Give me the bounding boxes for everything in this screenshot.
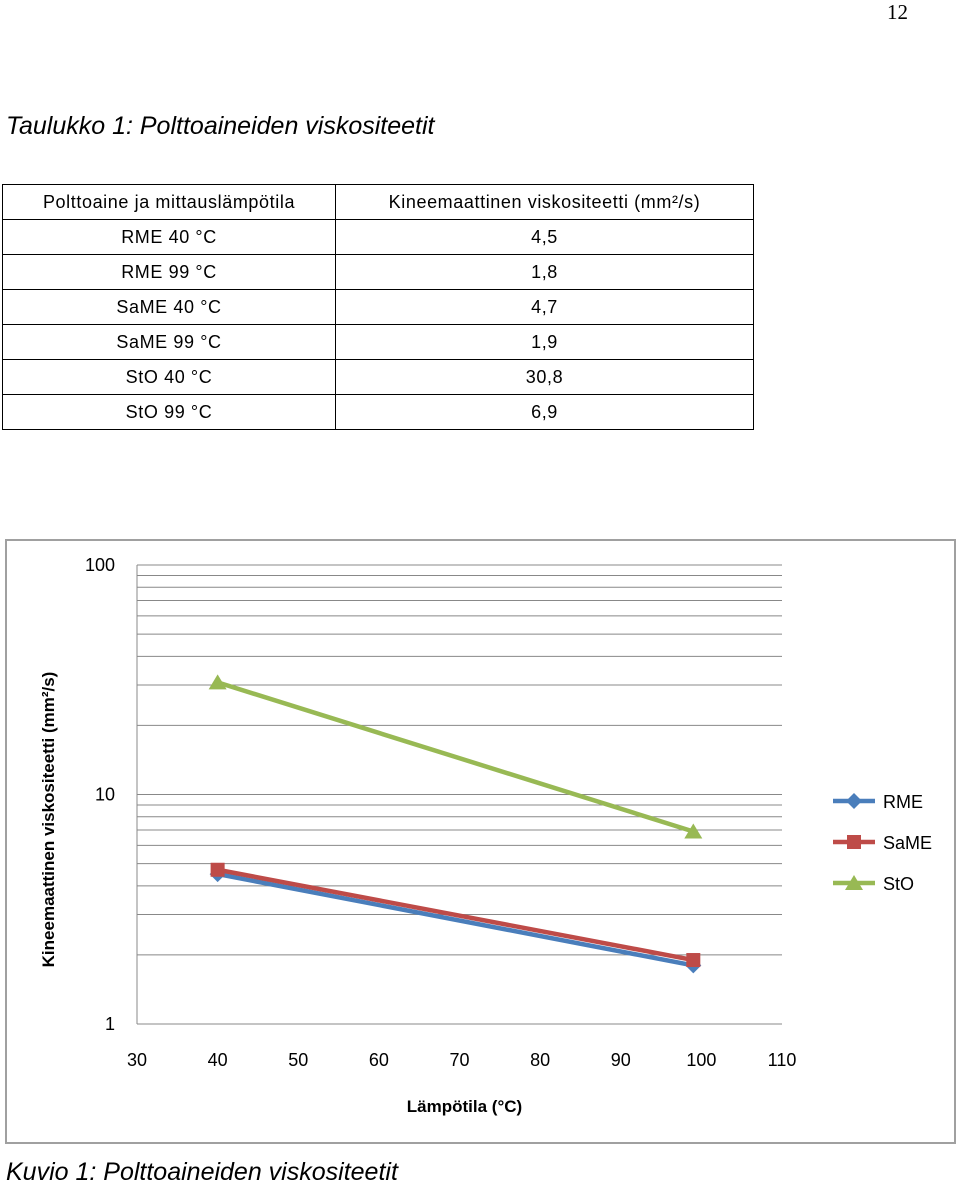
table-header-row: Polttoaine ja mittauslämpötila Kineemaat… bbox=[2, 184, 754, 220]
table-row: SaME 99 °C 1,9 bbox=[2, 324, 754, 360]
y-tick-label: 1 bbox=[105, 1014, 115, 1034]
table-caption: Taulukko 1: Polttoaineiden viskositeetit bbox=[6, 112, 435, 140]
table-cell-viscosity: 4,5 bbox=[335, 219, 754, 255]
table-cell-fuel: StO 99 °C bbox=[2, 394, 336, 430]
x-tick-label: 70 bbox=[449, 1050, 469, 1070]
series-line-sto bbox=[216, 680, 694, 834]
table-cell-viscosity: 6,9 bbox=[335, 394, 754, 430]
series-line-rme bbox=[217, 871, 694, 968]
series-line-same bbox=[217, 867, 694, 963]
table-row: RME 40 °C 4,5 bbox=[2, 219, 754, 255]
table-row: StO 40 °C 30,8 bbox=[2, 359, 754, 395]
viscosity-table: Polttoaine ja mittauslämpötila Kineemaat… bbox=[2, 184, 754, 430]
table-cell-viscosity: 4,7 bbox=[335, 289, 754, 325]
table-header-cell: Kineemaattinen viskositeetti (mm²/s) bbox=[335, 184, 754, 220]
y-axis-title: Kineemaattinen viskositeetti (mm²/s) bbox=[39, 672, 58, 968]
table-cell-fuel: SaME 99 °C bbox=[2, 324, 336, 360]
figure-caption: Kuvio 1: Polttoaineiden viskositeetit bbox=[6, 1158, 398, 1186]
legend-marker-sto bbox=[845, 875, 863, 890]
table-cell-viscosity: 1,8 bbox=[335, 254, 754, 290]
table-cell-viscosity: 1,9 bbox=[335, 324, 754, 360]
x-axis-title: Lämpötila (°C) bbox=[407, 1097, 522, 1116]
table-cell-fuel: StO 40 °C bbox=[2, 359, 336, 395]
table-cell-fuel: RME 99 °C bbox=[2, 254, 336, 290]
table-cell-fuel: RME 40 °C bbox=[2, 219, 336, 255]
x-tick-label: 30 bbox=[127, 1050, 147, 1070]
x-tick-label: 60 bbox=[369, 1050, 389, 1070]
data-point-same bbox=[210, 862, 225, 877]
table-header-cell: Polttoaine ja mittauslämpötila bbox=[2, 184, 336, 220]
table-cell-viscosity: 30,8 bbox=[335, 359, 754, 395]
table-cell-fuel: SaME 40 °C bbox=[2, 289, 336, 325]
x-tick-label: 50 bbox=[288, 1050, 308, 1070]
legend-label-rme: RME bbox=[883, 792, 923, 812]
page-number: 12 bbox=[887, 0, 908, 24]
legend-label-sto: StO bbox=[883, 874, 914, 894]
legend-label-same: SaME bbox=[883, 833, 932, 853]
x-tick-label: 80 bbox=[530, 1050, 550, 1070]
x-tick-label: 90 bbox=[611, 1050, 631, 1070]
x-tick-label: 100 bbox=[686, 1050, 716, 1070]
y-tick-label: 100 bbox=[85, 555, 115, 575]
legend-marker-same bbox=[847, 835, 861, 849]
table-row: RME 99 °C 1,8 bbox=[2, 254, 754, 290]
data-point-same bbox=[686, 953, 701, 968]
table-row: StO 99 °C 6,9 bbox=[2, 394, 754, 430]
chart-frame: 1 10 100 30 40 50 60 70 80 90 100 110 Lämpötila (°C)… bbox=[5, 539, 956, 1144]
data-point-sto bbox=[208, 674, 227, 690]
x-tick-label: 110 bbox=[768, 1050, 797, 1070]
table-row: SaME 40 °C 4,7 bbox=[2, 289, 754, 325]
x-tick-label: 40 bbox=[208, 1050, 228, 1070]
legend-marker-rme bbox=[846, 793, 862, 809]
y-tick-label: 10 bbox=[95, 785, 115, 805]
data-point-sto bbox=[684, 823, 703, 839]
